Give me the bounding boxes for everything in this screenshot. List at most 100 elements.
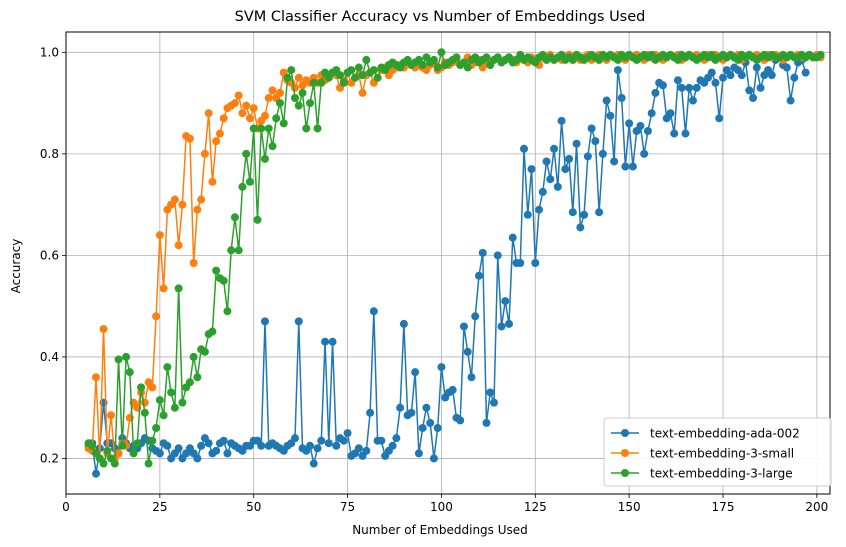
x-axis-ticks: 0 25 50 75 100 125 150 175 200 xyxy=(62,494,828,514)
data-point xyxy=(223,449,232,458)
data-point xyxy=(238,182,247,191)
data-point xyxy=(309,459,318,468)
data-point xyxy=(591,137,600,146)
data-point xyxy=(219,436,228,445)
data-point xyxy=(463,347,472,356)
data-point xyxy=(144,459,153,468)
x-tick-label: 50 xyxy=(246,500,261,514)
data-point xyxy=(418,424,427,432)
data-point xyxy=(110,459,119,468)
data-point xyxy=(636,121,645,130)
data-point xyxy=(174,241,183,250)
legend-marker-ada-002 xyxy=(621,429,629,437)
legend-box xyxy=(603,417,832,487)
data-point xyxy=(388,441,397,450)
data-point xyxy=(152,312,161,321)
data-point xyxy=(159,411,168,420)
data-point xyxy=(482,53,491,62)
data-point xyxy=(426,418,435,427)
data-point xyxy=(257,441,266,450)
data-point xyxy=(264,124,273,133)
data-point xyxy=(170,403,179,412)
data-point xyxy=(276,88,284,97)
data-point xyxy=(268,142,277,151)
data-point xyxy=(471,312,480,321)
data-point xyxy=(163,363,172,372)
data-point xyxy=(219,276,228,285)
data-point xyxy=(99,325,108,333)
legend: text-embedding-ada-002 text-embedding-3-… xyxy=(603,417,832,487)
x-tick-label: 25 xyxy=(152,500,167,514)
data-point xyxy=(583,152,592,161)
data-point xyxy=(550,144,559,153)
data-point xyxy=(133,439,142,448)
series-text-embedding-3-large xyxy=(84,48,825,468)
data-point xyxy=(148,436,157,445)
data-point xyxy=(673,76,682,85)
data-point xyxy=(715,114,724,123)
data-point xyxy=(565,154,574,163)
x-tick-label: 75 xyxy=(340,500,355,514)
x-tick-label: 175 xyxy=(712,500,735,514)
data-point xyxy=(260,154,269,163)
data-point xyxy=(223,307,232,316)
data-point xyxy=(276,99,284,108)
data-point xyxy=(245,114,254,123)
data-point xyxy=(595,208,604,217)
data-point xyxy=(245,177,254,186)
data-point xyxy=(230,213,239,222)
data-point xyxy=(726,71,735,80)
data-point xyxy=(621,162,630,171)
data-point xyxy=(148,383,157,392)
legend-marker-3-large xyxy=(621,469,629,477)
legend-label-3-small: text-embedding-3-small xyxy=(650,447,794,461)
data-point xyxy=(197,195,206,204)
data-point xyxy=(640,149,649,158)
data-point xyxy=(617,94,626,102)
data-point xyxy=(234,91,243,100)
chart-title: SVM Classifier Accuracy vs Number of Emb… xyxy=(235,9,646,25)
y-axis-ticks: 0.2 0.4 0.6 0.8 1.0 xyxy=(40,45,66,465)
data-point xyxy=(234,246,243,255)
data-point xyxy=(129,449,138,458)
data-point xyxy=(336,71,345,80)
data-point xyxy=(272,114,281,123)
data-point xyxy=(369,307,378,316)
data-point xyxy=(155,231,164,240)
data-point xyxy=(317,78,326,87)
data-point xyxy=(366,408,375,417)
data-point xyxy=(287,66,296,75)
data-point xyxy=(313,444,322,453)
data-point xyxy=(174,444,183,453)
data-point xyxy=(354,63,363,72)
data-point xyxy=(418,61,427,69)
legend-marker-3-small xyxy=(621,449,629,457)
data-point xyxy=(309,78,318,87)
data-point xyxy=(140,408,149,417)
data-point xyxy=(92,469,101,478)
data-point xyxy=(306,441,315,450)
data-point xyxy=(174,284,183,293)
data-point xyxy=(242,149,251,158)
data-point xyxy=(467,373,476,382)
data-point xyxy=(516,259,525,267)
data-point xyxy=(189,352,198,361)
x-tick-label: 100 xyxy=(430,500,453,514)
data-point xyxy=(238,109,247,118)
data-point xyxy=(324,439,333,448)
data-point xyxy=(433,424,442,432)
data-point xyxy=(801,68,810,77)
data-point xyxy=(159,284,168,293)
data-point xyxy=(249,124,258,133)
data-point xyxy=(429,55,438,64)
data-point xyxy=(407,408,416,417)
data-point xyxy=(535,205,544,214)
data-point xyxy=(215,129,224,138)
data-point xyxy=(137,383,146,392)
data-point xyxy=(257,124,266,133)
data-point xyxy=(114,449,123,458)
data-point xyxy=(294,73,303,82)
data-point xyxy=(670,129,679,138)
data-point xyxy=(197,441,206,450)
data-point xyxy=(493,251,502,260)
